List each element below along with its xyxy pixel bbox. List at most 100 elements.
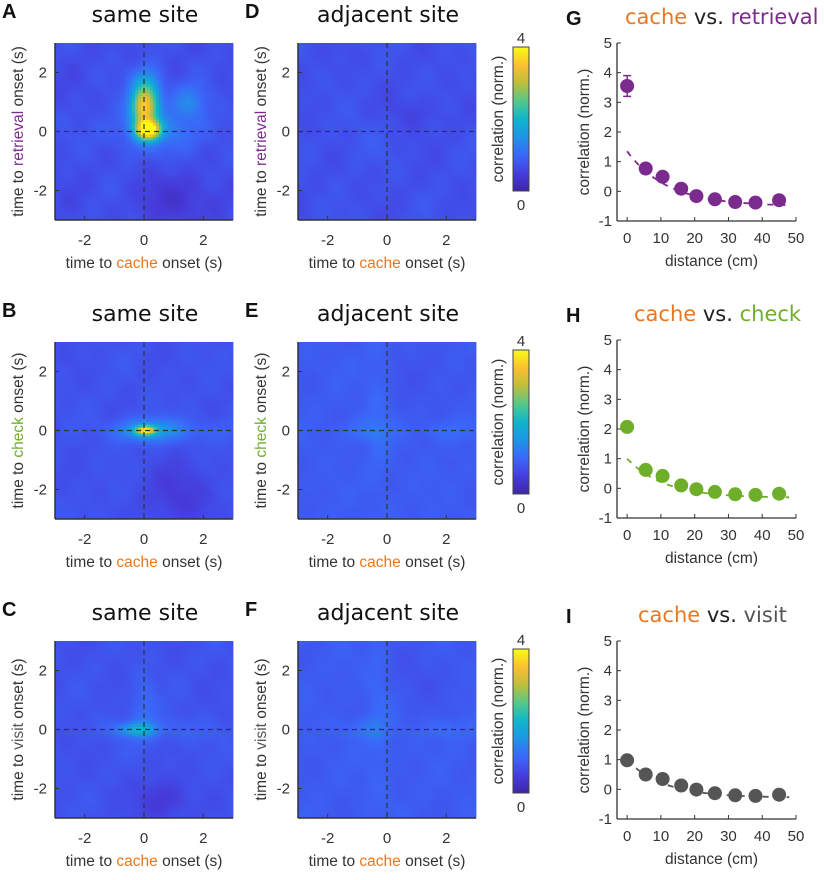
heatmap-cell [102,107,106,112]
heatmap-cell [363,99,367,103]
heatmap-cell [126,169,130,174]
heatmap-cell [117,149,121,153]
heatmap-cell [318,131,323,135]
heatmap-cell [306,48,311,53]
heatmap-cell [348,102,352,106]
heatmap-cell [55,72,59,76]
heatmap-cell [164,63,169,67]
heatmap-cell [170,169,175,174]
heatmap-cell [342,140,346,144]
heatmap-cell [90,217,94,221]
heatmap-cell [141,172,145,177]
heatmap-cell [57,178,62,183]
heatmap-cell [336,140,340,144]
heatmap-cell [84,72,89,76]
heatmap-cell [206,116,210,121]
heatmap-cell [75,81,80,85]
heatmap-cell [167,48,172,53]
heatmap-cell [69,45,74,50]
heatmap-cell [342,99,346,103]
heatmap-cell [357,66,361,70]
heatmap-cell [155,205,160,209]
heatmap-cell [298,57,302,62]
heatmap-cell [215,184,219,188]
heatmap-cell [108,51,112,56]
heatmap-cell [218,110,222,115]
heatmap-cell [324,163,329,168]
heatmap-cell [342,102,346,106]
heatmap-cell [179,96,183,100]
heatmap-cell [354,172,358,177]
heatmap-cell [206,163,210,168]
heatmap-cell [298,75,302,79]
heatmap-cell [212,72,216,76]
heatmap-cell [212,152,216,156]
heatmap-cell [161,217,166,221]
heatmap-cell [158,87,163,91]
heatmap-cell [81,48,86,53]
heatmap-cell [57,81,62,85]
heatmap-cell [185,116,189,121]
heatmap-cell [129,125,133,129]
heatmap-cell [330,134,334,138]
heatmap-cell [176,54,180,59]
heatmap-cell [348,175,352,180]
heatmap-cell [105,96,109,100]
heatmap-cell [336,152,340,156]
heatmap-cell [327,57,332,62]
heatmap-cell [146,131,151,135]
heatmap-cell [138,107,142,112]
heatmap-cell [69,75,74,79]
heatmap-cell [63,169,68,174]
heatmap-cell [63,43,68,47]
heatmap-cell [336,90,340,94]
heatmap-cell [298,93,302,97]
heatmap-cell [108,208,112,212]
heatmap-cell [158,57,163,62]
heatmap-cell [69,54,74,59]
heatmap-cell [138,211,142,215]
heatmap-cell [188,116,192,121]
heatmap-cell [75,211,80,215]
heatmap-cell [132,113,136,118]
heatmap-cell [327,128,332,132]
heatmap-cell [63,125,68,129]
heatmap-cell [99,211,103,215]
heatmap-cell [57,84,62,88]
heatmap-cell [111,96,115,100]
heatmap-cell [324,69,329,73]
heatmap-cell [333,116,337,121]
heatmap-cell [218,178,222,183]
heatmap-cell [303,116,308,121]
heatmap-cell [87,161,91,165]
heatmap-cell [197,131,201,135]
heatmap-cell [318,116,323,121]
heatmap-cell [303,122,308,126]
heatmap-cell [170,122,175,126]
heatmap-cell [96,66,100,70]
heatmap-cell [161,57,166,62]
heatmap-cell [303,104,308,109]
heatmap-cell [206,175,210,180]
heatmap-cell [303,199,308,203]
heatmap-cell [212,90,216,94]
heatmap-cell [209,125,213,129]
heatmap-cell [87,205,91,209]
heatmap-cell [300,125,305,129]
heatmap-cell [81,166,86,171]
heatmap-cell [57,125,62,129]
heatmap-cell [126,54,130,59]
heatmap-cell [90,149,94,153]
heatmap-cell [164,45,169,50]
heatmap-cell [96,193,100,197]
heatmap-cell [155,72,160,76]
heatmap-cell [227,178,231,183]
heatmap-cell [306,72,311,76]
heatmap-cell [167,122,172,126]
heatmap-cell [152,63,157,67]
heatmap-cell [354,161,358,165]
heatmap-cell [120,202,124,206]
heatmap-cell [114,169,118,174]
heatmap-cell [185,84,189,88]
heatmap-cell [155,163,160,168]
